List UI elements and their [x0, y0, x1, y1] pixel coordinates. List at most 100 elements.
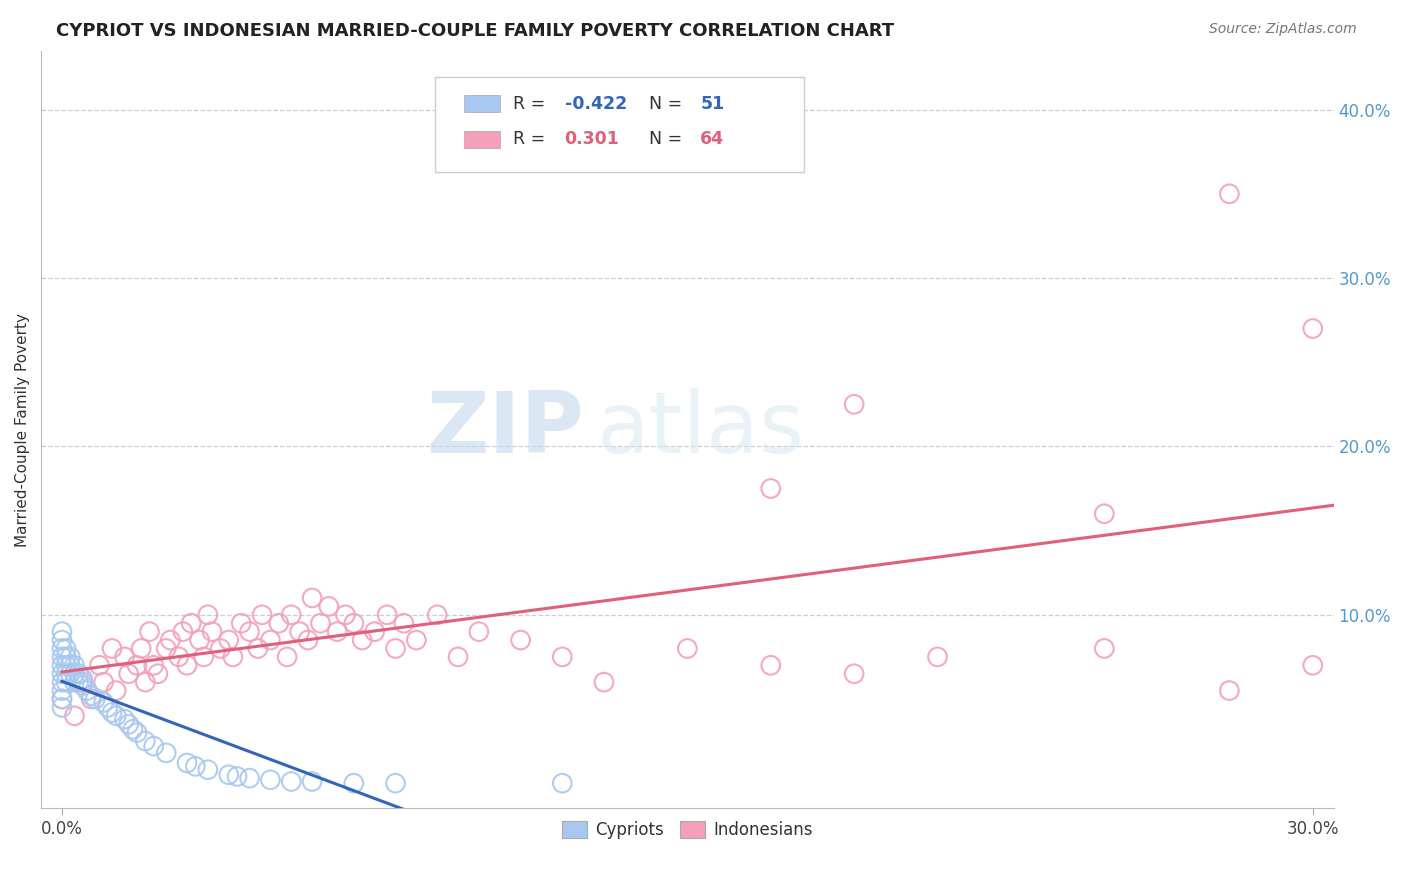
Point: [129, 641, 152, 656]
Point: [72, 675, 94, 690]
Point: [927, 649, 949, 664]
Point: [309, 616, 332, 631]
Text: atlas: atlas: [598, 388, 804, 471]
Legend: Cypriots, Indonesians: Cypriots, Indonesians: [555, 814, 820, 846]
Text: N =: N =: [648, 130, 688, 148]
Point: [318, 599, 340, 614]
Point: [335, 607, 357, 622]
Point: [343, 616, 366, 631]
Point: [201, 624, 224, 639]
Point: [1092, 641, 1115, 656]
Point: [51, 658, 73, 673]
Text: R =: R =: [513, 95, 551, 112]
Point: [176, 658, 198, 673]
Point: [184, 759, 207, 773]
Point: [142, 739, 165, 753]
FancyBboxPatch shape: [464, 131, 501, 148]
Point: [193, 649, 215, 664]
Point: [51, 675, 73, 690]
FancyBboxPatch shape: [436, 78, 804, 172]
Point: [55, 649, 77, 664]
Point: [76, 683, 98, 698]
Point: [226, 769, 249, 783]
Point: [67, 675, 90, 690]
Point: [426, 607, 449, 622]
Text: R =: R =: [513, 130, 551, 148]
Point: [1302, 658, 1324, 673]
Point: [59, 666, 82, 681]
Point: [63, 675, 86, 690]
Point: [80, 692, 103, 706]
Text: ZIP: ZIP: [426, 388, 583, 471]
Point: [352, 633, 374, 648]
Point: [63, 658, 86, 673]
Point: [105, 708, 128, 723]
Point: [121, 723, 143, 737]
Point: [105, 683, 128, 698]
Point: [509, 633, 531, 648]
Point: [297, 633, 319, 648]
Point: [239, 624, 262, 639]
Point: [51, 633, 73, 648]
Point: [114, 649, 136, 664]
Point: [118, 666, 141, 681]
Point: [118, 717, 141, 731]
Point: [250, 607, 273, 622]
Point: [125, 725, 148, 739]
Point: [375, 607, 398, 622]
Text: -0.422: -0.422: [565, 95, 627, 112]
Point: [51, 649, 73, 664]
Point: [231, 616, 253, 631]
Point: [51, 641, 73, 656]
Point: [89, 658, 111, 673]
Point: [218, 633, 240, 648]
Point: [93, 675, 115, 690]
Point: [288, 624, 311, 639]
Point: [93, 695, 115, 709]
Text: 51: 51: [700, 95, 724, 112]
Point: [72, 672, 94, 686]
Point: [551, 649, 574, 664]
Point: [84, 692, 107, 706]
Point: [280, 774, 302, 789]
Point: [468, 624, 491, 639]
Point: [101, 641, 124, 656]
Point: [55, 658, 77, 673]
Point: [67, 666, 90, 681]
Point: [59, 658, 82, 673]
Point: [51, 692, 73, 706]
Point: [844, 666, 866, 681]
Point: [280, 607, 302, 622]
Point: [159, 633, 181, 648]
Point: [447, 649, 470, 664]
Point: [176, 756, 198, 770]
Point: [72, 679, 94, 693]
Text: CYPRIOT VS INDONESIAN MARRIED-COUPLE FAMILY POVERTY CORRELATION CHART: CYPRIOT VS INDONESIAN MARRIED-COUPLE FAM…: [56, 22, 894, 40]
Point: [593, 675, 616, 690]
Point: [114, 712, 136, 726]
Point: [51, 683, 73, 698]
Point: [384, 641, 406, 656]
Point: [80, 689, 103, 703]
Point: [259, 772, 281, 787]
Point: [384, 776, 406, 790]
Point: [180, 616, 202, 631]
Y-axis label: Married-Couple Family Poverty: Married-Couple Family Poverty: [15, 312, 30, 547]
Point: [63, 708, 86, 723]
FancyBboxPatch shape: [464, 95, 501, 112]
Point: [197, 763, 219, 777]
Point: [551, 776, 574, 790]
Point: [55, 666, 77, 681]
Point: [51, 692, 73, 706]
Point: [63, 666, 86, 681]
Point: [146, 666, 169, 681]
Point: [392, 616, 415, 631]
Point: [55, 675, 77, 690]
Point: [363, 624, 385, 639]
Text: N =: N =: [648, 95, 688, 112]
Point: [101, 706, 124, 720]
Point: [259, 633, 281, 648]
Point: [97, 700, 120, 714]
Point: [405, 633, 427, 648]
Point: [844, 397, 866, 411]
